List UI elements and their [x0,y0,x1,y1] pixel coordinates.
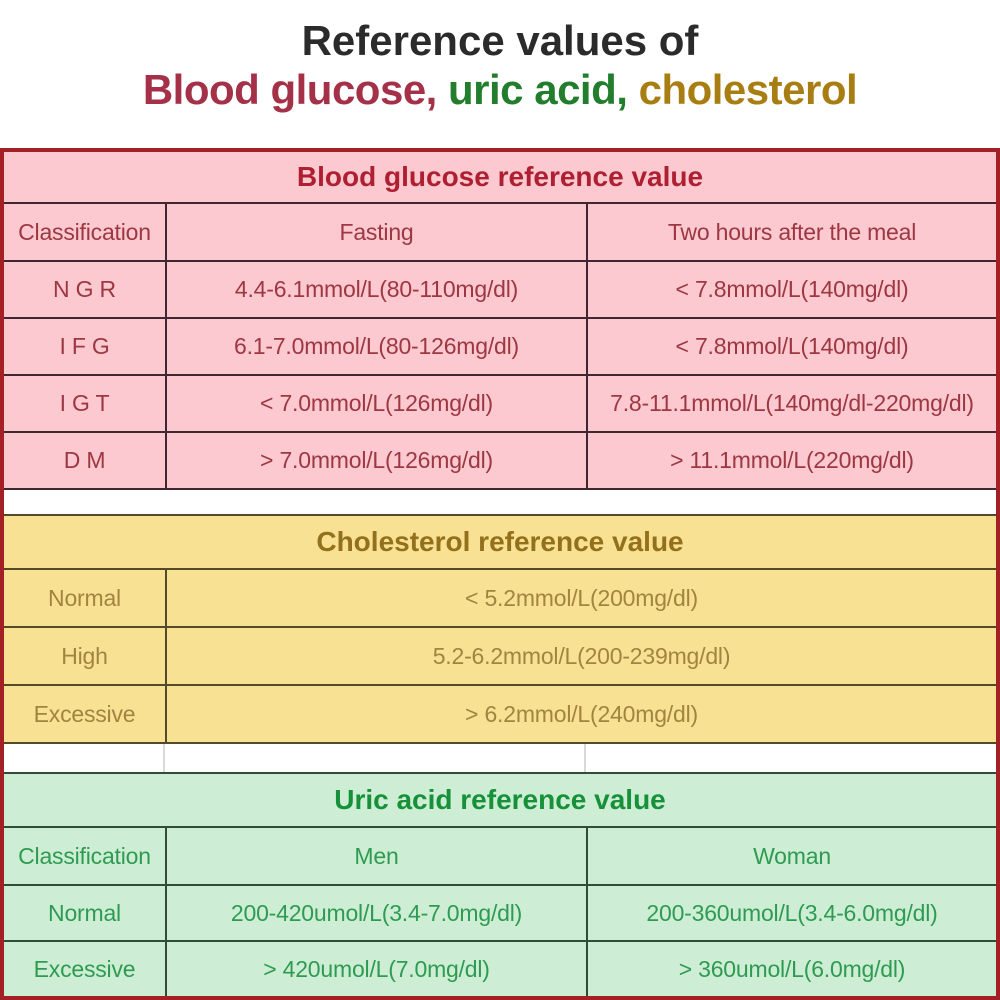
cholesterol-table: Cholesterol reference value Normal < 5.2… [4,514,996,744]
column-header: Men [165,828,586,884]
column-header: Classification [18,218,151,245]
table-row: I F G 6.1-7.0mmol/L(80-126mg/dl) < 7.8mm… [4,317,996,374]
column-header: Classification [18,842,151,869]
title-line-1: Reference values of [301,17,699,64]
table-cell: < 5.2mmol/L(200mg/dl) [165,570,996,626]
table-cell: < 7.8mmol/L(140mg/dl) [586,262,996,317]
table-row: I G T < 7.0mmol/L(126mg/dl) 7.8-11.1mmol… [4,374,996,431]
blood-glucose-table: Blood glucose reference value Classifica… [4,152,996,490]
table-gap [4,744,996,772]
column-header: Fasting [165,204,586,260]
table-row: Excessive > 6.2mmol/L(240mg/dl) [4,684,996,742]
title-part-blood-glucose: Blood glucose, [142,66,438,114]
title-part-cholesterol: cholesterol [627,66,858,114]
table-cell: D M [63,447,106,473]
table-cell: I F G [59,333,110,359]
table-title: Blood glucose reference value [296,161,704,192]
page-title: Reference values of Blood glucose, uric … [0,0,1000,148]
title-part-uric-acid: uric acid, [436,66,628,114]
table-row: N G R 4.4-6.1mmol/L(80-110mg/dl) < 7.8mm… [4,260,996,317]
table-header-row: Classification Fasting Two hours after t… [4,202,996,260]
table-row: Normal < 5.2mmol/L(200mg/dl) [4,568,996,626]
table-row: High 5.2-6.2mmol/L(200-239mg/dl) [4,626,996,684]
table-title: Cholesterol reference value [316,526,684,557]
table-cell: Normal [48,899,121,926]
table-cell: Normal [48,584,121,611]
table-row: D M > 7.0mmol/L(126mg/dl) > 11.1mmol/L(2… [4,431,996,488]
table-cell: 7.8-11.1mmol/L(140mg/dl-220mg/dl) [586,376,996,431]
table-cell: 200-420umol/L(3.4-7.0mg/dl) [165,886,586,940]
table-cell: Excessive [33,955,136,982]
table-cell: > 420umol/L(7.0mg/dl) [165,942,586,996]
uric-acid-table: Uric acid reference value Classification… [4,772,996,996]
column-header: Woman [586,828,996,884]
table-cell: < 7.8mmol/L(140mg/dl) [586,319,996,374]
table-cell: 5.2-6.2mmol/L(200-239mg/dl) [165,628,996,684]
table-gap [4,490,996,514]
table-cell: High [61,642,108,669]
reference-tables-frame: Blood glucose reference value Classifica… [0,148,1000,1000]
gap-divider [584,744,586,772]
table-cell: < 7.0mmol/L(126mg/dl) [165,376,586,431]
table-cell: 4.4-6.1mmol/L(80-110mg/dl) [165,262,586,317]
table-cell: > 11.1mmol/L(220mg/dl) [586,433,996,488]
table-cell: Excessive [33,700,136,727]
title-line-2: Blood glucose, uric acid, cholesterol [0,66,1000,114]
table-cell: N G R [53,276,116,302]
table-cell: 6.1-7.0mmol/L(80-126mg/dl) [165,319,586,374]
table-cell: > 7.0mmol/L(126mg/dl) [165,433,586,488]
table-cell: 200-360umol/L(3.4-6.0mg/dl) [586,886,996,940]
table-cell: > 6.2mmol/L(240mg/dl) [165,686,996,742]
column-header: Two hours after the meal [586,204,996,260]
table-row: Excessive > 420umol/L(7.0mg/dl) > 360umo… [4,940,996,996]
table-cell: > 360umol/L(6.0mg/dl) [586,942,996,996]
table-header-row: Classification Men Woman [4,826,996,884]
table-row: Normal 200-420umol/L(3.4-7.0mg/dl) 200-3… [4,884,996,940]
gap-divider [163,744,165,772]
table-title: Uric acid reference value [334,784,666,815]
table-cell: I G T [59,390,110,416]
